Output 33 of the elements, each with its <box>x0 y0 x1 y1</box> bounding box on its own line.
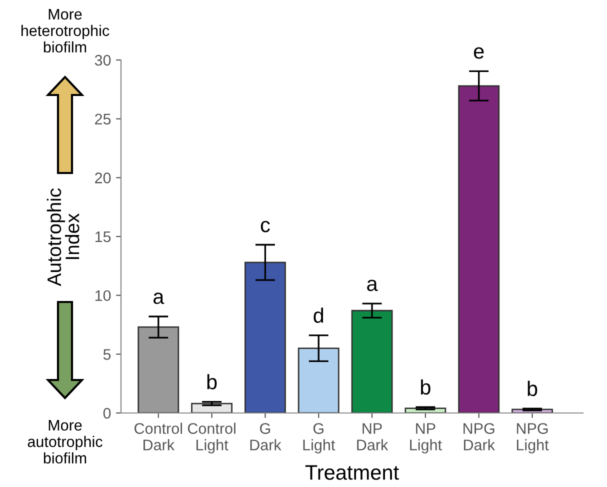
data-label: b <box>420 379 430 395</box>
data-label: b <box>207 374 217 390</box>
x-axis-title: Treatment <box>305 465 399 480</box>
y-tick-label: 25 <box>95 114 111 125</box>
x-tick-label: NP Light <box>410 423 442 454</box>
bar <box>458 85 500 413</box>
bar <box>244 262 286 413</box>
y-tick-label: 20 <box>95 172 111 184</box>
x-tick-label: Control Dark <box>134 422 182 450</box>
data-label: c <box>260 220 270 232</box>
data-label: d <box>314 308 324 323</box>
y-axis-title: Autotrophic Index <box>46 188 80 286</box>
x-tick-label: NP Dark <box>357 423 388 450</box>
data-label: a <box>367 280 378 292</box>
x-tick-label: G Light <box>303 423 336 454</box>
x-tick-label: NPG Light <box>516 423 549 454</box>
text: More autotrophic biofilm <box>28 420 102 464</box>
text: More heterotrophic biofilm <box>21 8 110 53</box>
y-tick-label: 15 <box>95 232 111 242</box>
data-label: a <box>153 292 164 304</box>
bar <box>351 310 393 413</box>
data-label: b <box>528 380 538 396</box>
bar <box>138 326 180 413</box>
y-tick-label: 0 <box>103 408 111 419</box>
y-tick-label: 5 <box>103 349 111 360</box>
bar <box>191 402 233 413</box>
y-tick-label: 10 <box>95 290 111 302</box>
bar <box>298 348 340 413</box>
x-tick-label: Control Light <box>188 422 236 454</box>
x-tick-label: NPG Dark <box>464 423 495 450</box>
y-tick-label: 30 <box>94 54 111 66</box>
x-tick-label: G Dark <box>250 423 282 450</box>
data-label: e <box>474 47 484 59</box>
